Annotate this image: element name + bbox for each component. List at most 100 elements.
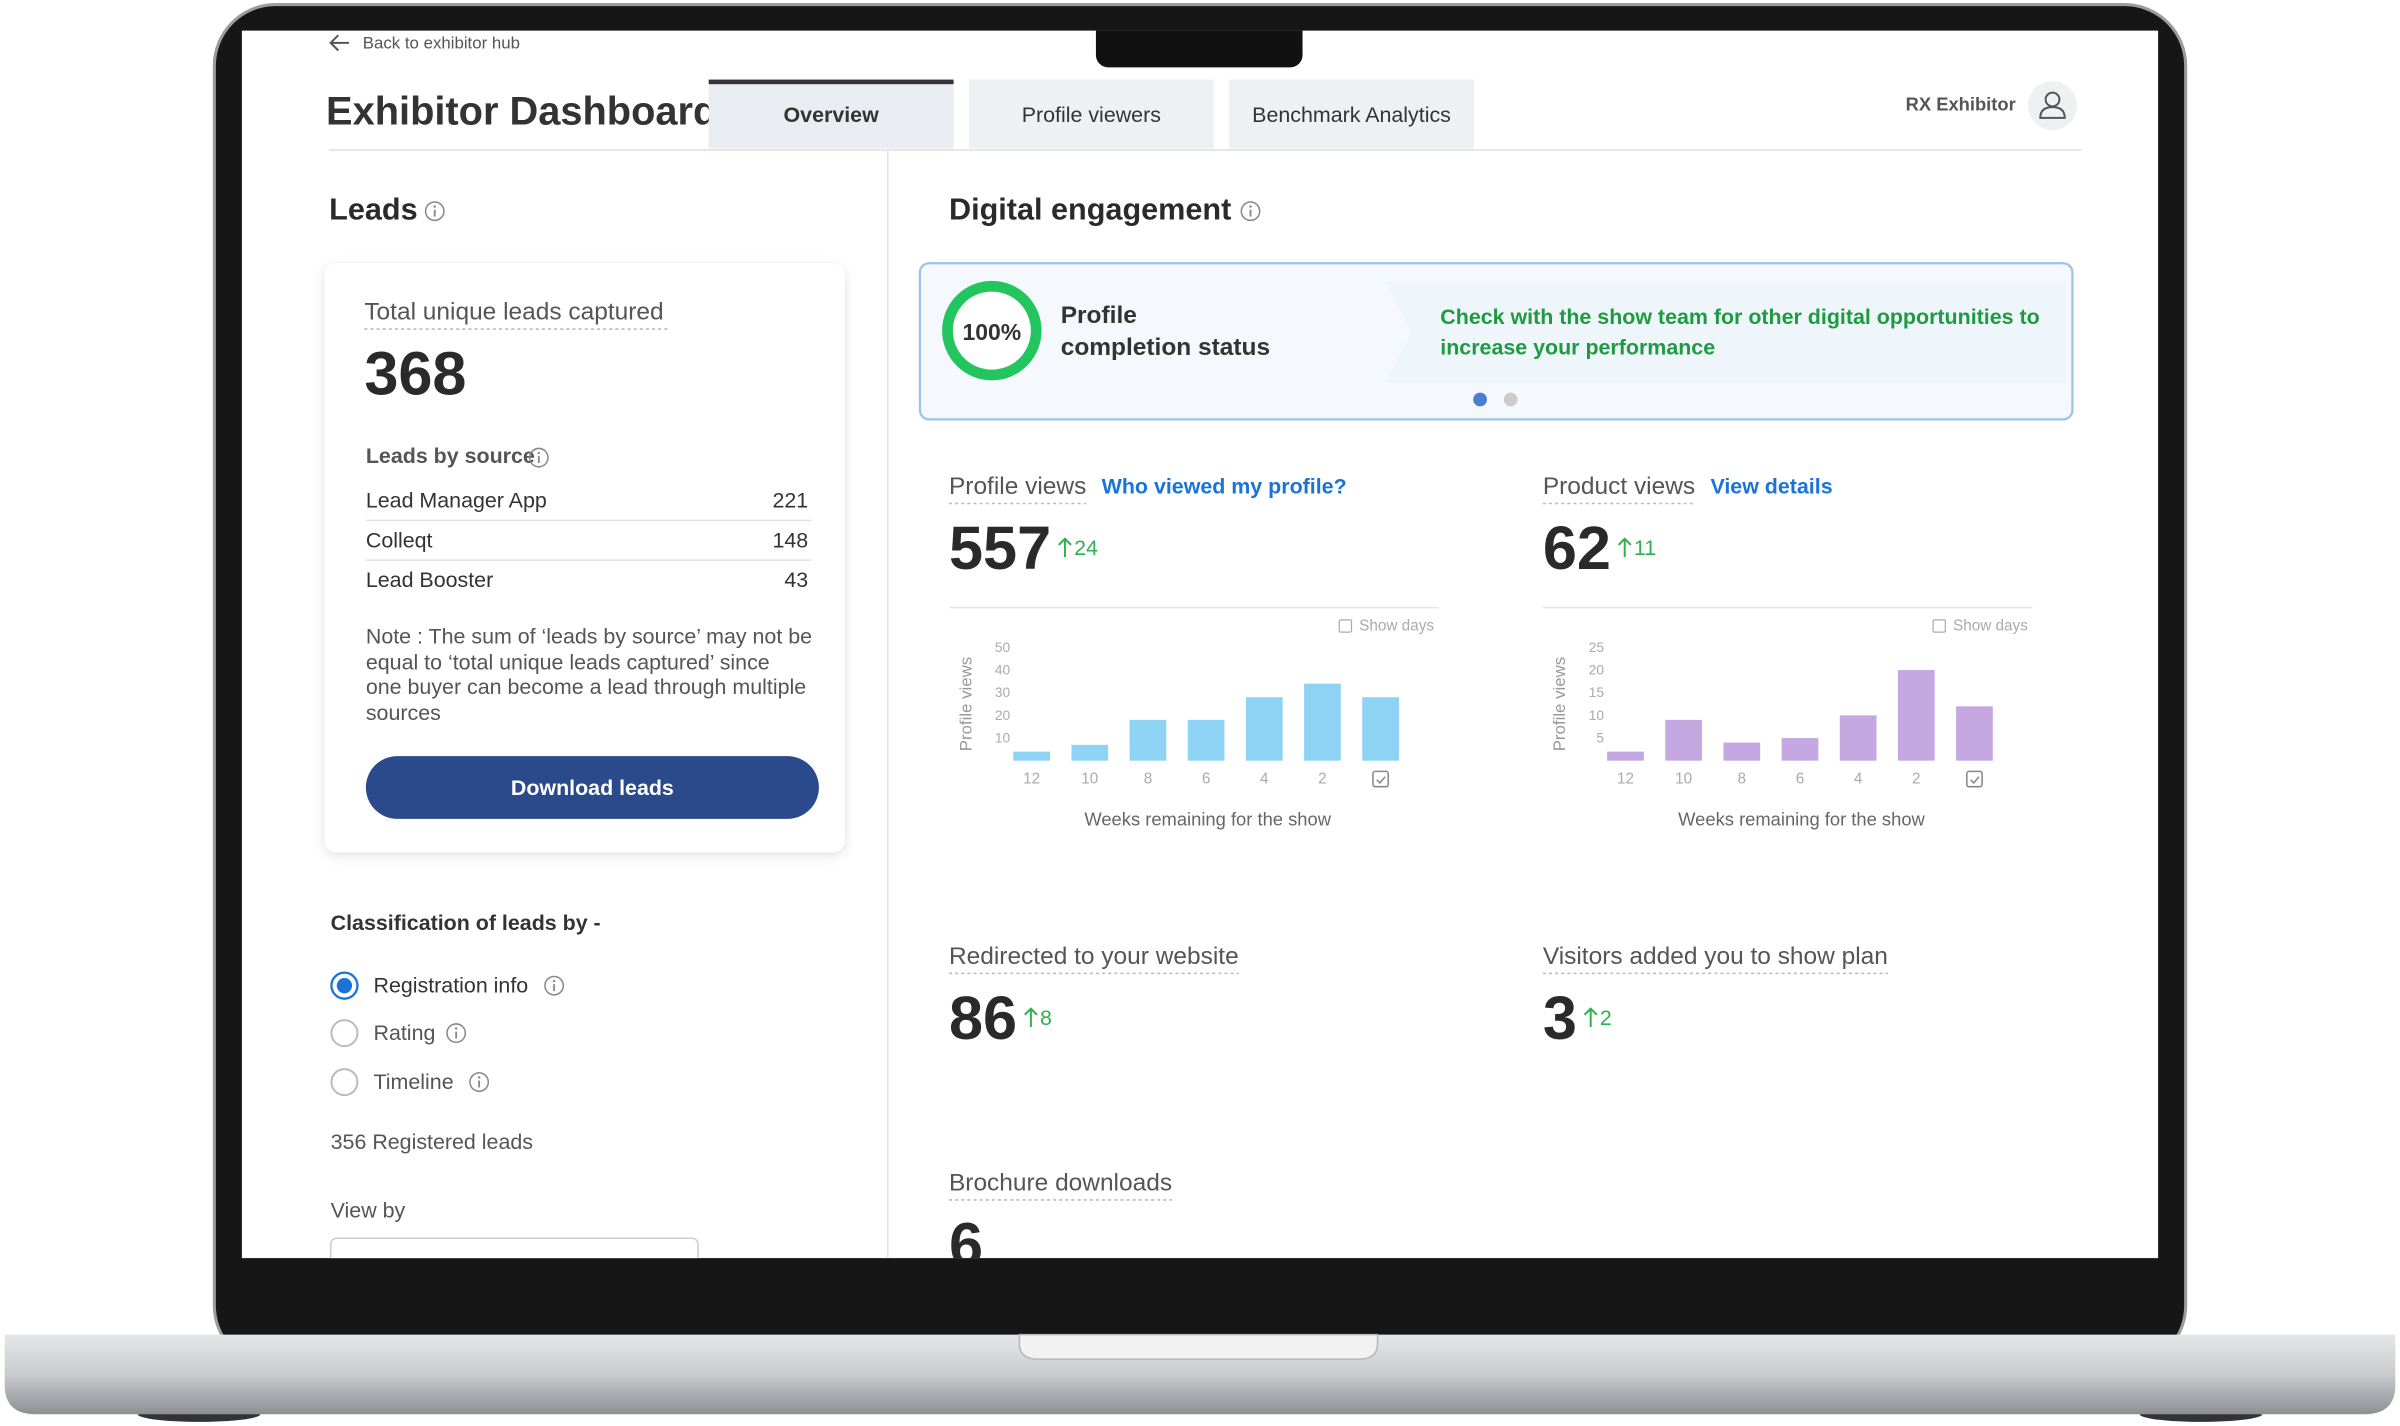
y-tick-label: 30 [995, 685, 1011, 700]
bar [1304, 683, 1341, 761]
completion-percent: 100% [963, 319, 1022, 345]
classification-label: Classification of leads by - [331, 911, 601, 935]
download-button-label[interactable]: Download leads [511, 776, 674, 800]
show-days: Show days [1953, 617, 2028, 634]
y-tick-label: 10 [995, 731, 1011, 746]
download-button[interactable] [365, 756, 819, 819]
tab-label[interactable]: Benchmark Analytics [1252, 103, 1451, 127]
info-icon [1240, 201, 1261, 222]
info-icon-dot [537, 451, 541, 455]
info-icon [469, 1072, 490, 1093]
x-tick-label: 12 [1617, 771, 1634, 788]
radio-label[interactable]: Rating [374, 1021, 436, 1045]
info-icon-dot [1249, 205, 1252, 208]
user-name: RX Exhibitor [1906, 94, 2016, 115]
source-name: Colleqt [366, 528, 433, 552]
bar-chart: Show days Profile views 10 20 30 40 50 12 10 8 6 4 2… [948, 606, 1439, 829]
radio[interactable] [330, 1068, 359, 1097]
y-tick-label: 20 [1589, 663, 1605, 678]
x-tick-label: 6 [1202, 771, 1211, 788]
bar [1897, 670, 1935, 761]
metric-label: Redirected to your website [949, 943, 1239, 970]
carousel-dot[interactable] [1503, 392, 1518, 407]
x-tick-label: 8 [1738, 771, 1747, 788]
calendar-icon [1932, 619, 1946, 633]
radio-dot [336, 978, 353, 994]
total-value: 368 [364, 339, 466, 407]
info-icon [446, 1023, 467, 1044]
metric-label: Brochure downloads [949, 1170, 1172, 1197]
change-arrow [1617, 537, 1632, 558]
bar [1723, 742, 1761, 761]
metric-link[interactable]: View details [1710, 475, 1832, 499]
back-link[interactable]: Back to exhibitor hub [329, 33, 520, 52]
note-line: one buyer can become a lead through mult… [366, 675, 806, 699]
banner-message: Check with the show team for other digit… [1440, 305, 2039, 329]
x-tick-label: 10 [1081, 771, 1098, 788]
calendar-check [1970, 776, 1980, 784]
x-axis-label: Weeks remaining for the show [1084, 808, 1331, 829]
bar [1839, 715, 1877, 761]
tab-active-bar [708, 79, 954, 85]
tab-label[interactable]: Profile viewers [1022, 103, 1161, 127]
laptop-notch [1018, 1333, 1379, 1360]
tab[interactable] [708, 79, 954, 149]
total-label: Total unique leads captured [364, 299, 663, 326]
registered-count: 356 Registered leads [331, 1130, 533, 1154]
x-tick-label: 2 [1318, 771, 1327, 788]
metric-value: 3 [1543, 984, 1577, 1052]
y-tick-label: 40 [995, 663, 1011, 678]
tab-label[interactable]: Overview [784, 103, 880, 127]
change-arrow [1583, 1007, 1598, 1027]
avatar[interactable] [2028, 81, 2077, 131]
note-line: equal to ‘total unique leads captured’ s… [366, 651, 770, 675]
bar [1245, 697, 1283, 761]
banner-message-bg [1385, 281, 2067, 383]
dashboard: Back to exhibitor hub Exhibitor Dashboar… [324, 30, 2082, 1299]
completion-label: Profile [1061, 302, 1137, 329]
info-icon-dot [552, 979, 556, 983]
metric-label: Product views [1543, 473, 1695, 500]
view-by-select[interactable] [329, 1237, 699, 1299]
calendar-icon [1338, 619, 1353, 633]
metric-link[interactable]: Who viewed my profile? [1102, 475, 1347, 499]
back-link-text[interactable]: Back to exhibitor hub [363, 33, 520, 52]
x-tick-label: 4 [1260, 771, 1269, 788]
metric-change: 2 [1600, 1006, 1612, 1030]
radio-label[interactable]: Registration info [374, 974, 529, 998]
x-tick-label: 12 [1023, 771, 1040, 788]
tab[interactable] [968, 79, 1214, 149]
y-axis-label: Profile views [1550, 657, 1569, 751]
metric-value: 557 [949, 514, 1051, 582]
calendar-check [1376, 776, 1386, 784]
radio[interactable] [330, 1019, 359, 1048]
bar [1187, 719, 1225, 761]
source-value: 148 [772, 528, 808, 552]
camera-notch [1095, 30, 1303, 68]
laptop-base [4, 1334, 2396, 1415]
metric-value: 86 [949, 984, 1017, 1052]
bar [1129, 719, 1167, 761]
bar [1665, 719, 1703, 761]
x-tick-label: 2 [1912, 771, 1921, 788]
info-icon-dot [454, 1027, 458, 1030]
source-value: 43 [784, 568, 808, 592]
info-icon [424, 201, 445, 222]
view-by-label: View by [331, 1199, 406, 1223]
leads-heading: Leads [329, 193, 417, 227]
metric-change: 24 [1074, 536, 1098, 560]
tab[interactable] [1229, 79, 1474, 149]
bar [1362, 697, 1399, 761]
calendar-icon [1966, 770, 1983, 788]
info-icon [544, 975, 565, 996]
y-tick-label: 15 [1589, 685, 1605, 700]
change-arrow [1024, 1007, 1038, 1027]
info-icon-dot [477, 1076, 481, 1079]
y-axis-label: Profile views [956, 657, 975, 751]
radio-label[interactable]: Timeline [374, 1070, 454, 1094]
metric-value: 62 [1543, 514, 1611, 582]
carousel-dot-active[interactable] [1473, 392, 1487, 407]
metric-label: Visitors added you to show plan [1543, 943, 1888, 970]
